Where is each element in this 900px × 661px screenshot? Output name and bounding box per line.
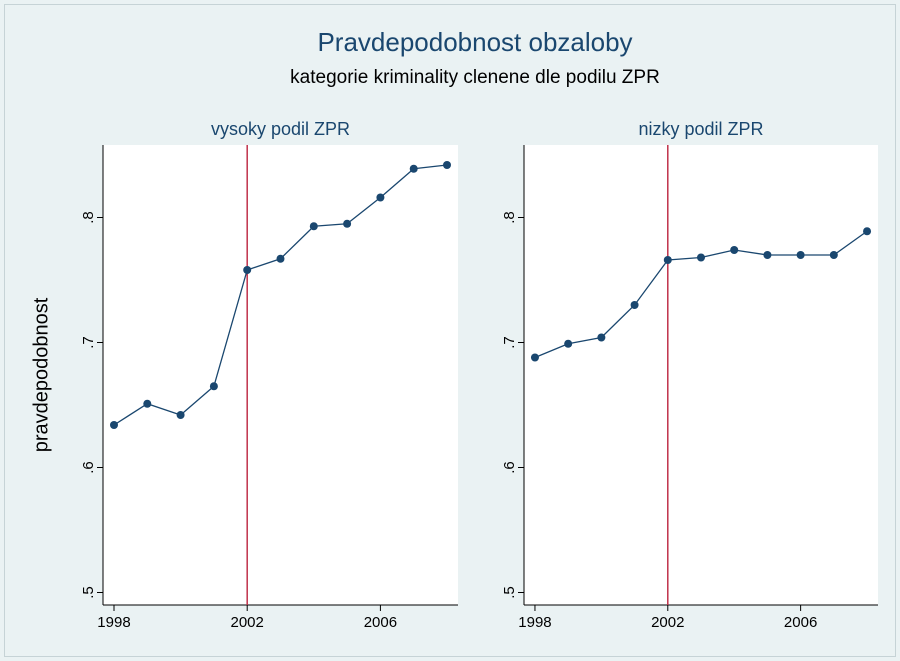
y-tick-label: .8: [501, 211, 518, 224]
y-tick-label: .7: [501, 336, 518, 349]
point: [176, 411, 185, 419]
point: [276, 254, 285, 263]
point: [343, 219, 352, 228]
y-tick-label: .6: [80, 461, 97, 474]
point: [143, 399, 152, 408]
point: [663, 256, 672, 264]
x-tick-label: 2006: [364, 614, 397, 631]
point: [409, 164, 418, 173]
point: [243, 266, 252, 274]
plot-area: [524, 145, 878, 605]
panel-title: vysoky podil ZPR: [211, 119, 350, 139]
point: [597, 333, 606, 342]
x-tick-label: 2006: [784, 614, 817, 631]
y-tick-label: .5: [501, 586, 518, 599]
point: [530, 353, 539, 362]
point: [376, 193, 385, 202]
y-tick-label: .5: [80, 586, 97, 599]
y-tick-label: .6: [501, 461, 518, 474]
point: [730, 246, 739, 254]
x-tick-label: 2002: [231, 614, 264, 631]
x-tick-label: 2002: [651, 614, 684, 631]
chart-subtitle: kategorie kriminality clenene dle podilu…: [290, 67, 660, 88]
point: [697, 253, 705, 262]
point: [564, 339, 573, 348]
point: [829, 251, 838, 259]
point: [630, 301, 639, 309]
y-axis-title: pravdepodobnost: [30, 297, 52, 452]
panel-title: nizky podil ZPR: [638, 119, 763, 139]
frame: [4, 4, 896, 657]
plot-area: [103, 145, 458, 605]
point: [109, 421, 118, 429]
y-tick-label: .7: [80, 336, 97, 349]
point: [763, 251, 772, 259]
point: [796, 251, 805, 259]
x-tick-label: 1998: [518, 614, 551, 631]
y-tick-label: .8: [80, 211, 97, 224]
point: [309, 222, 318, 231]
point: [443, 161, 452, 169]
point: [863, 227, 872, 236]
x-tick-label: 1998: [97, 614, 130, 631]
point: [209, 382, 218, 391]
chart-title: Pravdepodobnost obzaloby: [317, 27, 632, 57]
